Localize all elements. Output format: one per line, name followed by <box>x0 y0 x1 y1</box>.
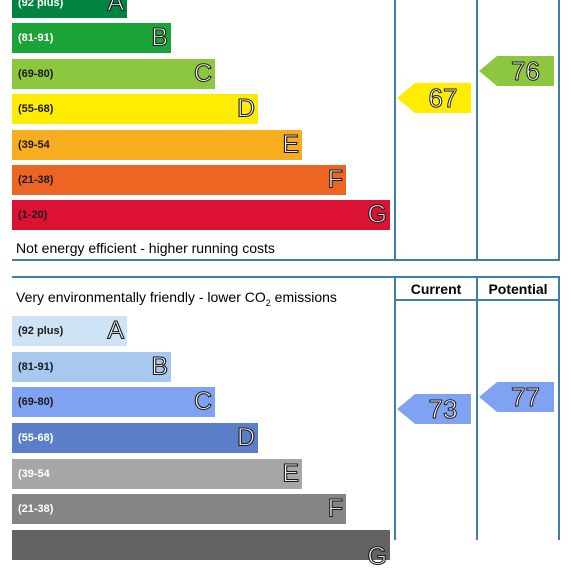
env-current-value: 73 <box>428 394 458 424</box>
env-band-d: (55-68) D <box>12 423 258 453</box>
band-range: (39-54 <box>18 468 50 480</box>
band-letter: B <box>151 352 169 381</box>
band-range: (81-91) <box>18 32 54 44</box>
env-header-caption: Very environmentally friendly - lower CO… <box>16 289 337 308</box>
energy-current-arrow: 67 <box>397 83 471 113</box>
band-letter: G <box>367 200 388 229</box>
header-current: Current <box>410 281 462 297</box>
energy-current-value: 67 <box>428 83 458 113</box>
band-range: (81-91) <box>18 361 54 373</box>
env-current-arrow: 73 <box>397 394 471 424</box>
env-band-f: (21-38) F <box>12 494 346 524</box>
env-divider-current-right <box>476 276 478 540</box>
band-range: (21-38) <box>18 174 54 186</box>
band-letter: B <box>151 23 169 52</box>
band-letter: A <box>107 316 125 345</box>
band-letter: F <box>327 494 343 523</box>
band-range: (69-80) <box>18 396 54 408</box>
divider-current-left <box>394 0 396 260</box>
band-letter: A <box>107 0 125 17</box>
band-letter: G <box>367 542 388 571</box>
divider-potential-right <box>558 0 560 260</box>
energy-band-f: (21-38) F <box>12 165 346 195</box>
caption-text-end: emissions <box>270 289 337 305</box>
caption-text: Very environmentally friendly - lower CO <box>16 289 266 305</box>
env-potential-arrow: 77 <box>479 382 554 412</box>
energy-band-g: (1-20) G <box>12 200 390 230</box>
band-letter: C <box>193 387 212 416</box>
energy-band-e: (39-54 E <box>12 130 302 160</box>
band-range: (92 plus) <box>18 0 64 9</box>
caption-subscript: 2 <box>265 297 271 308</box>
band-range: (1-20) <box>18 209 48 221</box>
header-potential: Potential <box>488 281 548 297</box>
env-top-rule <box>12 276 560 278</box>
environmental-rating-panel: Current Potential Very environmentally f… <box>0 276 571 570</box>
env-band-a: (92 plus) A <box>12 316 127 346</box>
band-letter: D <box>236 94 255 123</box>
env-divider-current-left <box>394 276 396 540</box>
env-potential-value: 77 <box>511 382 541 412</box>
energy-footer-caption: Not energy efficient - higher running co… <box>16 240 275 256</box>
env-band-b: (81-91) B <box>12 352 171 382</box>
band-letter: E <box>282 459 300 488</box>
env-divider-potential-right <box>558 276 560 540</box>
energy-potential-value: 76 <box>511 56 541 86</box>
energy-band-a: (92 plus) A <box>12 0 127 18</box>
env-band-c: (69-80) C <box>12 387 215 417</box>
divider-current-right <box>476 0 478 260</box>
energy-potential-arrow: 76 <box>479 56 554 86</box>
band-letter: C <box>193 59 212 88</box>
band-range: (69-80) <box>18 68 54 80</box>
band-range: (55-68) <box>18 432 54 444</box>
band-range: (21-38) <box>18 503 54 515</box>
band-letter: F <box>327 165 343 194</box>
energy-rating-panel: (92 plus) A (81-91) B (69-80) C (55-68) … <box>0 0 571 262</box>
band-letter: E <box>282 130 300 159</box>
band-range: (92 plus) <box>18 325 64 337</box>
energy-band-b: (81-91) B <box>12 23 171 53</box>
env-band-g: G <box>12 530 390 570</box>
energy-bottom-rule <box>12 259 560 261</box>
band-letter: D <box>236 423 255 452</box>
env-band-e: (39-54 E <box>12 459 302 489</box>
band-range: (55-68) <box>18 103 54 115</box>
band-range: (39-54 <box>18 139 50 151</box>
energy-band-c: (69-80) C <box>12 59 215 89</box>
energy-band-d: (55-68) D <box>12 94 258 124</box>
